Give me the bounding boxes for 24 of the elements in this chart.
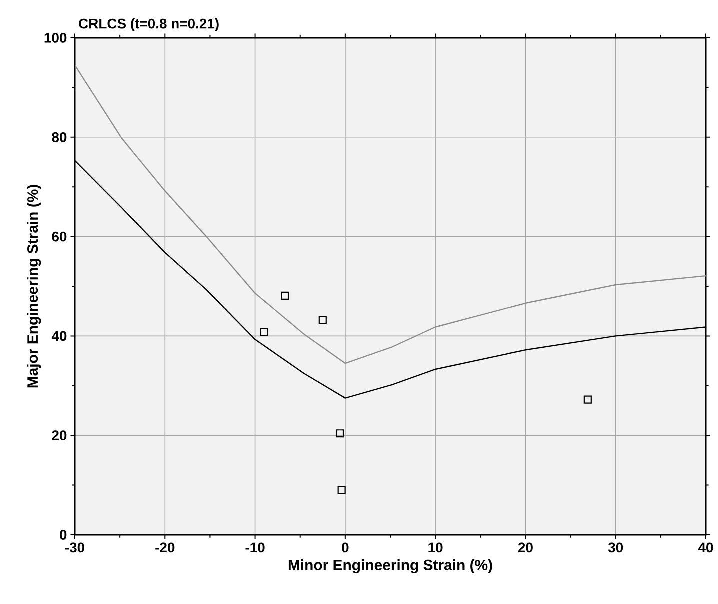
x-tick-label: -20: [156, 542, 175, 553]
x-axis-title: Minor Engineering Strain (%): [288, 560, 492, 574]
x-tick-label: 30: [608, 542, 624, 553]
point: [584, 396, 592, 404]
x-tick-label: 10: [428, 542, 443, 553]
point: [280, 292, 290, 300]
y-tick-label: 80: [52, 132, 67, 142]
y-tick-label: 100: [44, 33, 67, 43]
point: [336, 430, 344, 438]
x-tick-label: -10: [246, 542, 265, 553]
line-series: [75, 64, 706, 364]
x-tick-label: 0: [342, 542, 349, 553]
x-tick-label: 20: [518, 542, 533, 553]
x-tick-label: 40: [698, 542, 714, 553]
y-tick-label: 0: [60, 530, 67, 540]
point: [318, 316, 327, 324]
y-tick-label: 60: [52, 232, 67, 242]
y-tick-label: 20: [52, 430, 67, 441]
y-axis-title: Major Engineering Strain (%): [27, 185, 42, 388]
point: [338, 486, 346, 494]
x-tick-label: -30: [65, 542, 85, 553]
chart-title: CRLCS (t=0.8 n=0.21): [79, 18, 219, 32]
point: [260, 328, 268, 336]
y-tick-label: 40: [52, 331, 67, 342]
